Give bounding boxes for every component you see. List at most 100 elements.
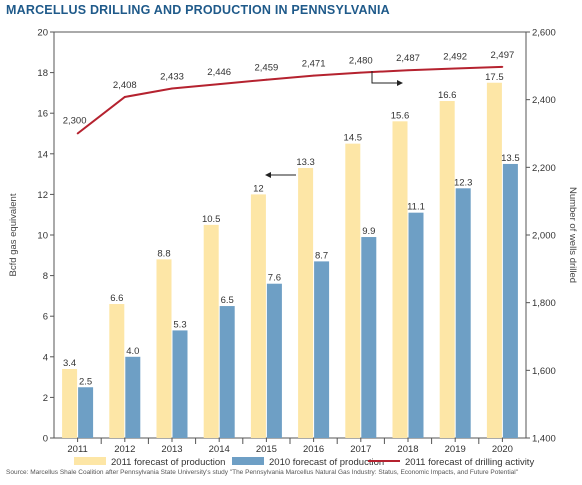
bar-2011-production-2012: [109, 304, 125, 438]
y-tick-label-left: 20: [37, 28, 48, 39]
drilling-point-2016: [312, 74, 315, 77]
x-tick-label-2011: 2011: [67, 444, 87, 455]
chart-source: Source: Marcellus Shale Coalition after …: [6, 469, 519, 476]
data-label-2010-production-2015: 7.6: [268, 273, 281, 284]
x-tick-label-2017: 2017: [350, 444, 371, 455]
x-tick-label-2020: 2020: [492, 444, 513, 455]
drilling-label-2016: 2,471: [302, 59, 326, 70]
data-label-2011-production-2011: 3.4: [63, 358, 76, 369]
y-tick-label-right: 2,400: [532, 95, 556, 106]
drilling-point-2018: [407, 69, 409, 72]
y-tick-label-left: 4: [43, 352, 48, 363]
bar-2011-production-2018: [392, 121, 408, 438]
y-tick-label-left: 8: [43, 271, 48, 282]
bar-2010-production-2015: [266, 283, 282, 438]
x-tick-label-2015: 2015: [256, 444, 277, 455]
bar-2011-production-2011: [62, 368, 78, 438]
data-label-2010-production-2019: 12.3: [454, 177, 473, 188]
data-label-2011-production-2013: 8.8: [157, 248, 170, 259]
drilling-label-2014: 2,446: [207, 67, 231, 78]
data-label-2010-production-2013: 5.3: [173, 319, 186, 330]
x-tick-label-2013: 2013: [161, 444, 182, 455]
data-label-2010-production-2011: 2.5: [79, 376, 92, 387]
bar-2010-production-2012: [125, 356, 141, 438]
x-tick-label-2012: 2012: [114, 444, 135, 455]
data-label-2011-production-2017: 14.5: [344, 133, 363, 144]
drilling-point-2012: [123, 96, 126, 98]
data-label-2010-production-2018: 11.1: [407, 202, 425, 213]
y-tick-label-left: 14: [37, 149, 48, 160]
y-tick-label-left: 12: [37, 190, 48, 201]
drilling-point-2017: [359, 71, 362, 74]
bar-2011-production-2014: [203, 224, 219, 438]
data-label-2010-production-2014: 6.5: [221, 295, 234, 306]
bar-2011-production-2015: [250, 194, 266, 438]
drilling-label-2015: 2,459: [255, 63, 279, 74]
y-tick-label-left: 2: [43, 393, 48, 404]
bar-2010-production-2016: [314, 261, 330, 438]
y-tick-label-left: 16: [37, 109, 48, 120]
y-tick-label-left: 6: [43, 312, 48, 323]
data-label-2010-production-2016: 8.7: [315, 250, 328, 261]
data-label-2011-production-2019: 16.6: [438, 90, 457, 101]
y-tick-label-right: 1,600: [532, 366, 556, 377]
data-label-2011-production-2014: 10.5: [202, 214, 221, 225]
drilling-activity-line: [76, 65, 503, 135]
y-axis-label-left: Bcfd gas equivalent: [8, 193, 19, 276]
drilling-label-2013: 2,433: [160, 72, 184, 83]
arrow-to-right-axis: [371, 71, 403, 86]
legend-swatch-2010-production: [232, 457, 264, 465]
y-tick-label-right: 2,000: [532, 231, 556, 242]
drilling-label-2020: 2,497: [491, 50, 515, 61]
chart-title: MARCELLUS DRILLING AND PRODUCTION IN PEN…: [6, 3, 390, 17]
bar-2010-production-2017: [361, 237, 377, 438]
data-label-2011-production-2016: 13.3: [296, 157, 315, 168]
bar-2011-production-2013: [156, 259, 172, 438]
data-label-2010-production-2020: 13.5: [501, 153, 520, 164]
bar-2011-production-2016: [298, 168, 314, 438]
drilling-point-2014: [218, 83, 221, 86]
data-label-2011-production-2015: 12: [253, 183, 264, 194]
x-tick-label-2016: 2016: [303, 444, 324, 455]
data-label-2011-production-2020: 17.5: [485, 72, 504, 83]
data-label-2011-production-2018: 15.6: [391, 110, 410, 121]
bar-2010-production-2019: [455, 188, 471, 438]
drilling-label-2012: 2,408: [113, 80, 137, 91]
bar-2011-production-2020: [486, 82, 502, 438]
y-tick-label-right: 1,400: [532, 434, 556, 445]
drilling-point-2015: [265, 78, 268, 81]
y-tick-label-right: 2,600: [532, 28, 556, 39]
legend: 2011 forecast of production 2010 forecas…: [74, 457, 534, 468]
data-label-2010-production-2017: 9.9: [362, 226, 375, 237]
legend-label-drilling-activity: 2011 forecast of drilling activity: [405, 457, 534, 468]
bar-2011-production-2019: [439, 101, 455, 439]
x-tick-label-2014: 2014: [209, 444, 230, 455]
bar-2011-production-2017: [345, 143, 361, 438]
bar-2010-production-2014: [219, 306, 235, 438]
data-label-2010-production-2012: 4.0: [126, 346, 139, 357]
y-tick-label-right: 2,200: [532, 163, 556, 174]
bar-2010-production-2020: [502, 163, 518, 438]
legend-swatch-2011-production: [74, 457, 106, 465]
x-tick-label-2019: 2019: [445, 444, 466, 455]
legend-label-2010-production: 2010 forecast of production: [269, 457, 384, 468]
y-tick-label-left: 10: [37, 231, 48, 242]
drilling-point-2020: [501, 65, 504, 68]
data-label-2011-production-2012: 6.6: [110, 293, 123, 304]
bar-2010-production-2013: [172, 330, 188, 438]
drilling-point-2019: [454, 67, 457, 70]
y-tick-label-right: 1,800: [532, 298, 556, 309]
drilling-label-2011: 2,300: [63, 116, 87, 127]
y-tick-label-left: 0: [43, 434, 48, 445]
legend-label-2011-production: 2011 forecast of production: [111, 457, 225, 468]
drilling-point-2011: [76, 132, 79, 135]
bar-2010-production-2018: [408, 212, 424, 438]
drilling-label-2019: 2,492: [443, 52, 467, 63]
x-tick-label-2018: 2018: [397, 444, 418, 455]
bar-2010-production-2011: [78, 387, 94, 438]
drilling-label-2017: 2,480: [349, 56, 373, 67]
drilling-label-2018: 2,487: [396, 53, 420, 64]
drilling-point-2013: [171, 87, 173, 90]
y-axis-label-right: Number of wells drilled: [567, 187, 578, 283]
